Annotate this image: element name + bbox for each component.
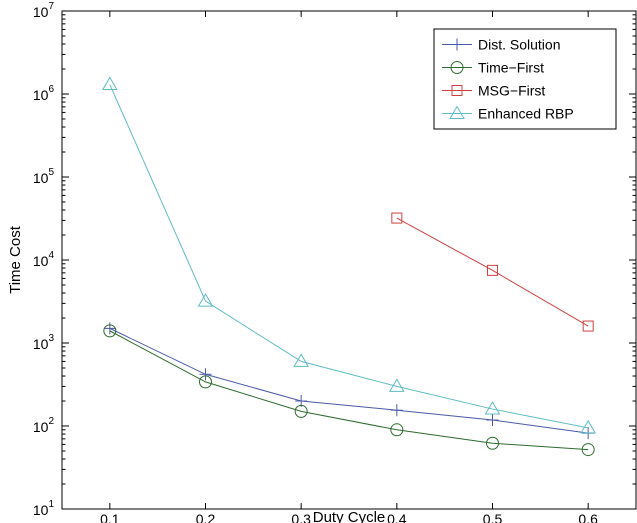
- data-point: [390, 404, 403, 417]
- series-2: [391, 212, 594, 332]
- legend-label: Dist. Solution: [478, 37, 560, 53]
- y-tick-exponent: 7: [48, 1, 54, 12]
- legend-label: Time−First: [478, 60, 544, 76]
- x-tick-label: 0.5: [483, 511, 503, 523]
- legend-box: [433, 28, 617, 130]
- y-tick-exponent: 2: [48, 416, 54, 427]
- y-tick-exponent: 3: [48, 333, 54, 344]
- y-tick-base: 10: [33, 253, 49, 269]
- legend-item: Time−First: [442, 60, 544, 76]
- x-tick-label: 0.1: [100, 511, 120, 523]
- series-1: [103, 324, 595, 457]
- y-tick-exponent: 1: [48, 499, 54, 510]
- legend-item: Dist. Solution: [442, 37, 560, 53]
- y-tick-label: 106: [33, 84, 55, 103]
- series-line: [109, 330, 589, 451]
- data-point: [293, 353, 310, 367]
- data-point: [484, 401, 501, 415]
- data-point: [388, 378, 405, 392]
- data-point: [487, 264, 498, 276]
- data-point: [390, 423, 404, 437]
- y-tick-base: 10: [33, 336, 49, 352]
- x-tick-label: 0.6: [578, 511, 598, 523]
- y-tick-base: 10: [33, 4, 49, 20]
- legend-item: MSG−First: [442, 83, 545, 99]
- data-point: [582, 320, 594, 332]
- series-line: [109, 327, 589, 434]
- legend-item: Enhanced RBP: [442, 106, 574, 122]
- y-tick-label: 101: [33, 499, 55, 518]
- legend-label: Enhanced RBP: [478, 106, 574, 122]
- x-axis-label: Duty Cycle: [313, 509, 386, 523]
- y-axis-label: Time Cost: [7, 225, 24, 294]
- y-tick-base: 10: [33, 87, 49, 103]
- y-tick-label: 102: [33, 416, 55, 435]
- y-tick-label: 103: [33, 333, 55, 352]
- series-3: [101, 76, 597, 434]
- legend-marker: [451, 85, 463, 96]
- y-tick-base: 10: [33, 419, 49, 435]
- y-tick-base: 10: [33, 502, 49, 518]
- y-tick-label: 107: [33, 1, 55, 20]
- y-tick-exponent: 6: [48, 84, 54, 95]
- y-tick-exponent: 5: [48, 167, 54, 178]
- legend-marker: [449, 105, 465, 119]
- y-tick-label: 104: [33, 250, 55, 269]
- legend-marker: [450, 61, 464, 74]
- y-tick-label: 105: [33, 167, 55, 186]
- data-point: [199, 368, 212, 381]
- x-tick-label: 0.3: [291, 511, 311, 523]
- data-point: [391, 212, 403, 224]
- legend-label: MSG−First: [478, 83, 545, 99]
- x-axis: 0.1 0.2 0.3 0.4 0.5 0.6: [100, 11, 598, 523]
- data-point: [580, 419, 597, 434]
- x-tick-label: 0.2: [196, 511, 216, 523]
- y-tick-base: 10: [33, 170, 49, 186]
- data-point: [199, 375, 212, 389]
- data-point: [294, 404, 308, 418]
- data-point: [103, 324, 117, 338]
- data-point: [486, 414, 499, 427]
- data-point: [581, 443, 595, 457]
- data-point: [101, 76, 118, 91]
- data-point: [486, 436, 499, 450]
- series-line: [109, 84, 589, 429]
- legend: Dist. Solution Time−First MSG−First Enhance…: [433, 28, 617, 130]
- x-tick-label: 0.4: [387, 511, 407, 523]
- y-tick-exponent: 4: [48, 250, 54, 261]
- legend-marker: [451, 38, 463, 51]
- series-line: [396, 217, 589, 327]
- data-point: [197, 293, 214, 307]
